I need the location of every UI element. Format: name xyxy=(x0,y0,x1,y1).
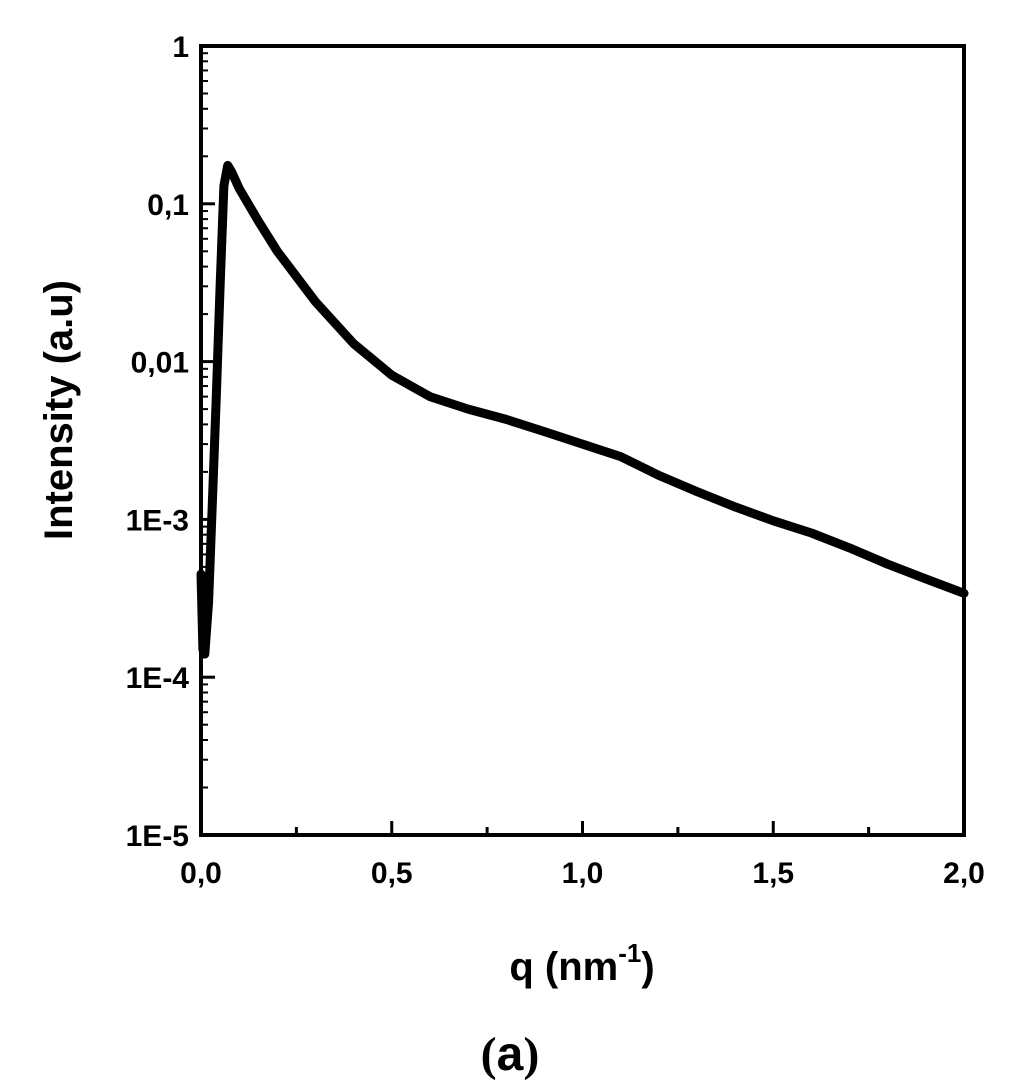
y-tick-label: 1E-4 xyxy=(126,662,190,695)
y-tick-label: 1E-3 xyxy=(126,504,189,537)
y-tick-label: 0,01 xyxy=(131,347,189,380)
figure-caption: (a) xyxy=(481,1028,540,1081)
x-tick-label: 0,5 xyxy=(371,857,413,890)
y-tick-label: 0,1 xyxy=(147,189,189,222)
caption-close: ) xyxy=(523,1028,539,1081)
x-axis-title-main: q (nm xyxy=(509,945,618,989)
x-tick-label: 1,5 xyxy=(752,857,794,890)
x-axis-title-close: ) xyxy=(641,945,654,989)
ticks: 0,0 0,5 1,0 1,5 2,0 1E-5 1E-4 1E-3 0,01 0,1 1 xyxy=(126,31,985,890)
y-axis-title: Intensity (a.u) xyxy=(37,280,81,540)
data-line xyxy=(196,160,969,659)
x-axis-title: q (nm-1) xyxy=(509,938,654,989)
y-tick-label: 1E-5 xyxy=(126,820,189,853)
x-axis-title-sup: -1 xyxy=(618,938,641,968)
caption-open: ( xyxy=(481,1028,497,1081)
y-tick-label: 1 xyxy=(172,31,189,64)
x-tick-label: 1,0 xyxy=(562,857,604,890)
caption-letter: a xyxy=(497,1028,524,1081)
x-tick-label: 0,0 xyxy=(180,857,222,890)
x-tick-label: 2,0 xyxy=(943,857,985,890)
